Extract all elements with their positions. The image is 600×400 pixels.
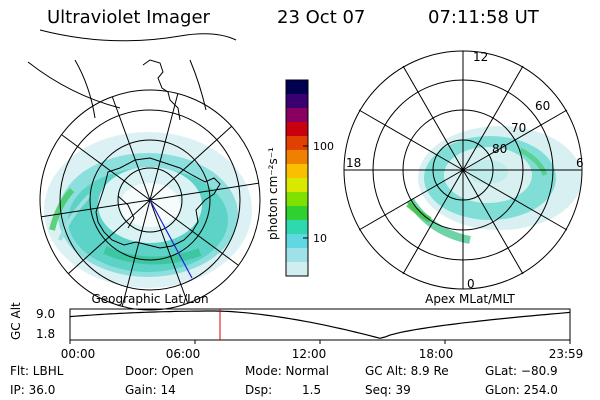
mlt-label-12: 12	[473, 50, 488, 64]
lat-lon-graticule	[27, 29, 261, 311]
mlt-label-18: 18	[346, 156, 361, 170]
altitude-plot: GC Alt 9.0 1.8 00:00 06:00 12:00 18:00 2…	[9, 302, 583, 361]
altitude-time-ticks	[69, 340, 571, 344]
altitude-tick-low: 1.8	[36, 327, 55, 341]
time-label-1800: 18:00	[419, 347, 454, 361]
geographic-longitude: GLon: 254.0	[485, 383, 558, 397]
mlat-label-60: 60	[535, 99, 550, 113]
colorbar-band	[286, 206, 308, 221]
mlt-labels: 12 18 6 0 60 70 80	[346, 50, 584, 291]
colorbar-band	[286, 122, 308, 137]
mlt-label-0: 0	[467, 277, 475, 291]
colorbar-label-10: 10	[313, 232, 327, 245]
colorbar-band	[286, 234, 308, 249]
mlat-mlt-panel: 12 18 6 0 60 70 80	[343, 50, 584, 291]
geographic-map-panel	[27, 29, 261, 311]
mlat-label-80: 80	[492, 142, 507, 156]
coastline	[95, 59, 221, 249]
colorbar-band	[286, 150, 308, 165]
colorbar-unit-label: photon cm⁻²s⁻¹	[266, 147, 280, 240]
geographic-aurora-image	[44, 132, 252, 288]
observation-time: 07:11:58 UT	[428, 7, 539, 28]
time-label-0600: 06:00	[166, 347, 201, 361]
colorbar-band	[286, 136, 308, 151]
door-status: Door: Open	[125, 364, 194, 378]
sequence-number: Seq: 39	[365, 383, 411, 397]
altitude-curve	[69, 310, 571, 339]
colorbar-band	[286, 178, 308, 193]
mlat-grid	[343, 50, 583, 290]
time-label-0000: 00:00	[61, 347, 96, 361]
colorbar-band	[286, 108, 308, 123]
colorbar-band	[286, 192, 308, 207]
current-meridian-line	[149, 199, 193, 279]
dsp-value: 1.5	[302, 383, 322, 397]
instrument-title: Ultraviolet Imager	[47, 7, 210, 28]
colorbar-band	[286, 262, 308, 277]
mlat-panel-caption: Apex MLat/MLT	[425, 292, 515, 306]
mlat-label-70: 70	[511, 121, 526, 135]
altitude-time-labels: 00:00 06:00 12:00 18:00 23:59	[61, 347, 584, 361]
colorbar-band	[286, 94, 308, 109]
time-label-1200: 12:00	[292, 347, 327, 361]
geographic-latitude: GLat: −80.9	[485, 364, 558, 378]
altitude-tick-high: 9.0	[36, 307, 55, 321]
colorbar-scale	[286, 80, 308, 277]
gain-value: Gain: 14	[125, 383, 176, 397]
colorbar-band	[286, 220, 308, 235]
mode-status: Mode: Normal	[245, 364, 329, 378]
colorbar-frame	[285, 79, 309, 277]
dsp-label: Dsp:	[245, 383, 273, 397]
colorbar-band	[286, 248, 308, 263]
geographic-panel-caption: Geographic Lat/Lon	[91, 292, 208, 306]
observation-date: 23 Oct 07	[277, 7, 366, 28]
gc-altitude: GC Alt: 8.9 Re	[365, 364, 449, 378]
altitude-axis-label: GC Alt	[9, 302, 23, 340]
ip-value: IP: 36.0	[10, 383, 56, 397]
colorbar-band	[286, 164, 308, 179]
flight-filter: Flt: LBHL	[10, 364, 64, 378]
colorbar: 100 10 photon cm⁻²s⁻¹	[266, 79, 334, 277]
colorbar-label-100: 100	[313, 140, 334, 153]
colorbar-band	[286, 80, 308, 95]
time-label-2359: 23:59	[549, 347, 584, 361]
mlt-label-6: 6	[576, 156, 584, 170]
